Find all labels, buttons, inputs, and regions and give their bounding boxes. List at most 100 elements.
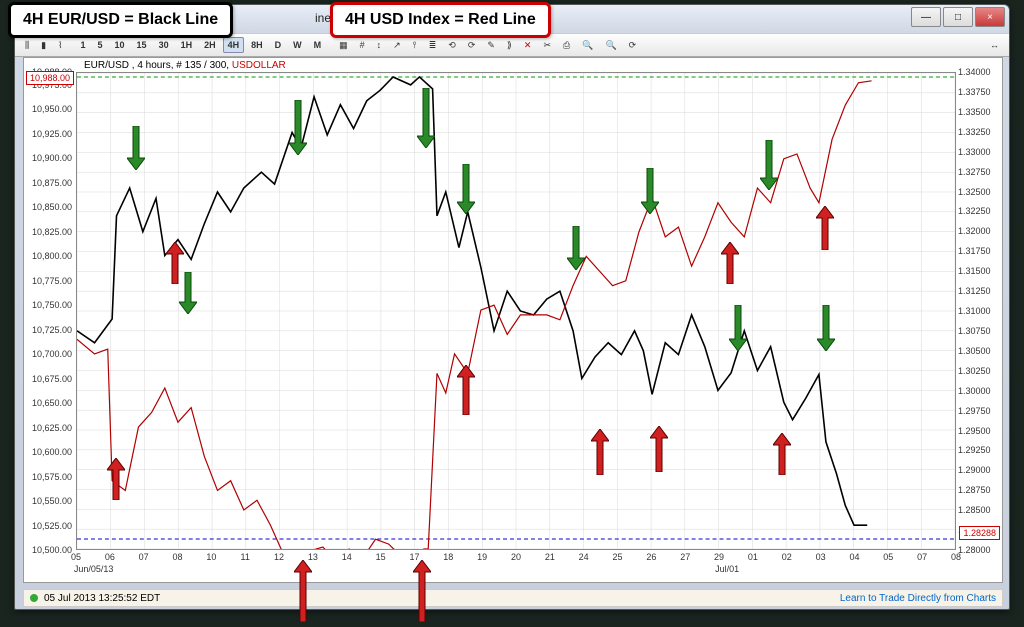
x-tick: 08 (951, 552, 961, 562)
maximize-button[interactable]: □ (943, 7, 973, 27)
grid-icon[interactable]: ▦ (334, 37, 353, 54)
y-left-tick: 10,675.00 (32, 374, 72, 384)
tool2-icon[interactable]: ↗ (388, 37, 406, 54)
x-tick: 12 (274, 552, 284, 562)
plot-area[interactable] (76, 72, 956, 550)
tool3-icon[interactable]: ⫯ (408, 37, 422, 54)
print-icon[interactable]: ⎙ (558, 37, 575, 54)
status-timestamp: 05 Jul 2013 13:25:52 EDT (44, 593, 160, 604)
x-tick: 07 (917, 552, 927, 562)
cut-icon[interactable]: ✂ (538, 37, 556, 54)
tool4-icon[interactable]: ≣ (424, 37, 442, 54)
y-right-tick: 1.29500 (958, 426, 991, 436)
delete-icon[interactable]: ✕ (519, 37, 537, 54)
y-right-tick: 1.28000 (958, 545, 991, 555)
tool5-icon[interactable]: ⟲ (443, 37, 461, 54)
timeframe-10[interactable]: 10 (110, 37, 130, 53)
x-tick: 25 (613, 552, 623, 562)
y-right-tick: 1.29750 (958, 406, 991, 416)
y-left-tick: 10,550.00 (32, 496, 72, 506)
x-tick: 05 (883, 552, 893, 562)
x-month-label: Jun/05/13 (74, 564, 114, 574)
legend-red-line: 4H USD Index = Red Line (330, 2, 551, 38)
timeframe-8H[interactable]: 8H (246, 37, 268, 53)
y-left-tick: 10,500.00 (32, 545, 72, 555)
candle-icon[interactable]: ▮ (36, 37, 51, 54)
bars-icon[interactable]: ⫼ (20, 37, 34, 54)
y-right-tick: 1.29000 (958, 465, 991, 475)
x-tick: 07 (139, 552, 149, 562)
y-right-tick: 1.30500 (958, 346, 991, 356)
tool7-icon[interactable]: ✎ (482, 37, 500, 54)
right-price-badge: 1.28288 (959, 526, 1000, 540)
y-right-tick: 1.33750 (958, 87, 991, 97)
minimize-icon: — (921, 12, 931, 23)
x-tick: 24 (579, 552, 589, 562)
chart-symbol-label: EUR/USD , 4 hours, # 135 / 300, USDOLLAR (84, 60, 286, 71)
timeframe-4H[interactable]: 4H (223, 37, 245, 53)
y-right-tick: 1.31250 (958, 286, 991, 296)
x-tick: 10 (206, 552, 216, 562)
y-right-tick: 1.32500 (958, 187, 991, 197)
timeframe-5[interactable]: 5 (93, 37, 108, 53)
close-button[interactable]: × (975, 7, 1005, 27)
y-right-tick: 1.32250 (958, 206, 991, 216)
y-left-tick: 10,650.00 (32, 398, 72, 408)
overlay-symbol: USDOLLAR (232, 60, 286, 71)
y-axis-right: 1.340001.337501.335001.332501.330001.327… (954, 72, 1002, 550)
y-left-tick: 10,700.00 (32, 349, 72, 359)
y-right-tick: 1.28750 (958, 485, 991, 495)
y-right-tick: 1.30250 (958, 366, 991, 376)
y-left-tick: 10,925.00 (32, 129, 72, 139)
timeframe-2H[interactable]: 2H (199, 37, 221, 53)
x-tick: 05 (71, 552, 81, 562)
x-tick: 14 (342, 552, 352, 562)
learn-to-trade-link[interactable]: Learn to Trade Directly from Charts (840, 593, 996, 604)
y-right-tick: 1.33250 (958, 127, 991, 137)
x-tick: 08 (173, 552, 183, 562)
x-tick: 02 (782, 552, 792, 562)
refresh-icon[interactable]: ⟳ (624, 37, 642, 54)
y-right-tick: 1.28500 (958, 505, 991, 515)
timeframe-M[interactable]: M (309, 37, 327, 53)
expand-icon[interactable]: ↔ (985, 37, 1004, 53)
tool1-icon[interactable]: ↕ (372, 37, 387, 53)
y-right-tick: 1.30000 (958, 386, 991, 396)
y-right-tick: 1.32000 (958, 226, 991, 236)
zoom-out-icon[interactable]: 🔍 (577, 37, 598, 54)
y-right-tick: 1.34000 (958, 67, 991, 77)
y-left-tick: 10,725.00 (32, 325, 72, 335)
x-tick: 26 (646, 552, 656, 562)
legend-black-line: 4H EUR/USD = Black Line (8, 2, 233, 38)
tool8-icon[interactable]: ⟫ (502, 37, 517, 54)
zoom-in-icon[interactable]: 🔍 (600, 37, 621, 54)
timeframe-D[interactable]: D (270, 37, 287, 53)
left-price-badge: 10,988.00 (26, 71, 74, 85)
crosshair-icon[interactable]: # (355, 37, 370, 53)
timeframe-1H[interactable]: 1H (176, 37, 198, 53)
close-icon: × (987, 12, 993, 23)
x-tick: 13 (308, 552, 318, 562)
y-right-tick: 1.31750 (958, 246, 991, 256)
x-tick: 21 (545, 552, 555, 562)
minimize-button[interactable]: — (911, 7, 941, 27)
y-right-tick: 1.31500 (958, 266, 991, 276)
chart-panel: EUR/USD , 4 hours, # 135 / 300, USDOLLAR… (23, 57, 1003, 583)
y-left-tick: 10,775.00 (32, 276, 72, 286)
x-tick: 29 (714, 552, 724, 562)
chart-svg (77, 73, 955, 549)
line-icon[interactable]: ⌇ (53, 37, 67, 54)
y-right-tick: 1.33500 (958, 107, 991, 117)
timeframe-15[interactable]: 15 (132, 37, 152, 53)
timeframe-W[interactable]: W (288, 37, 307, 53)
timeframe-30[interactable]: 30 (154, 37, 174, 53)
y-left-tick: 10,750.00 (32, 300, 72, 310)
x-tick: 15 (376, 552, 386, 562)
tool6-icon[interactable]: ⟳ (463, 37, 481, 54)
y-right-tick: 1.32750 (958, 167, 991, 177)
connection-indicator-icon (30, 594, 38, 602)
timeframe-1[interactable]: 1 (76, 37, 91, 53)
primary-symbol: EUR/USD , 4 hours, # 135 / 300, (84, 60, 232, 71)
x-tick: 17 (409, 552, 419, 562)
x-tick: 19 (477, 552, 487, 562)
